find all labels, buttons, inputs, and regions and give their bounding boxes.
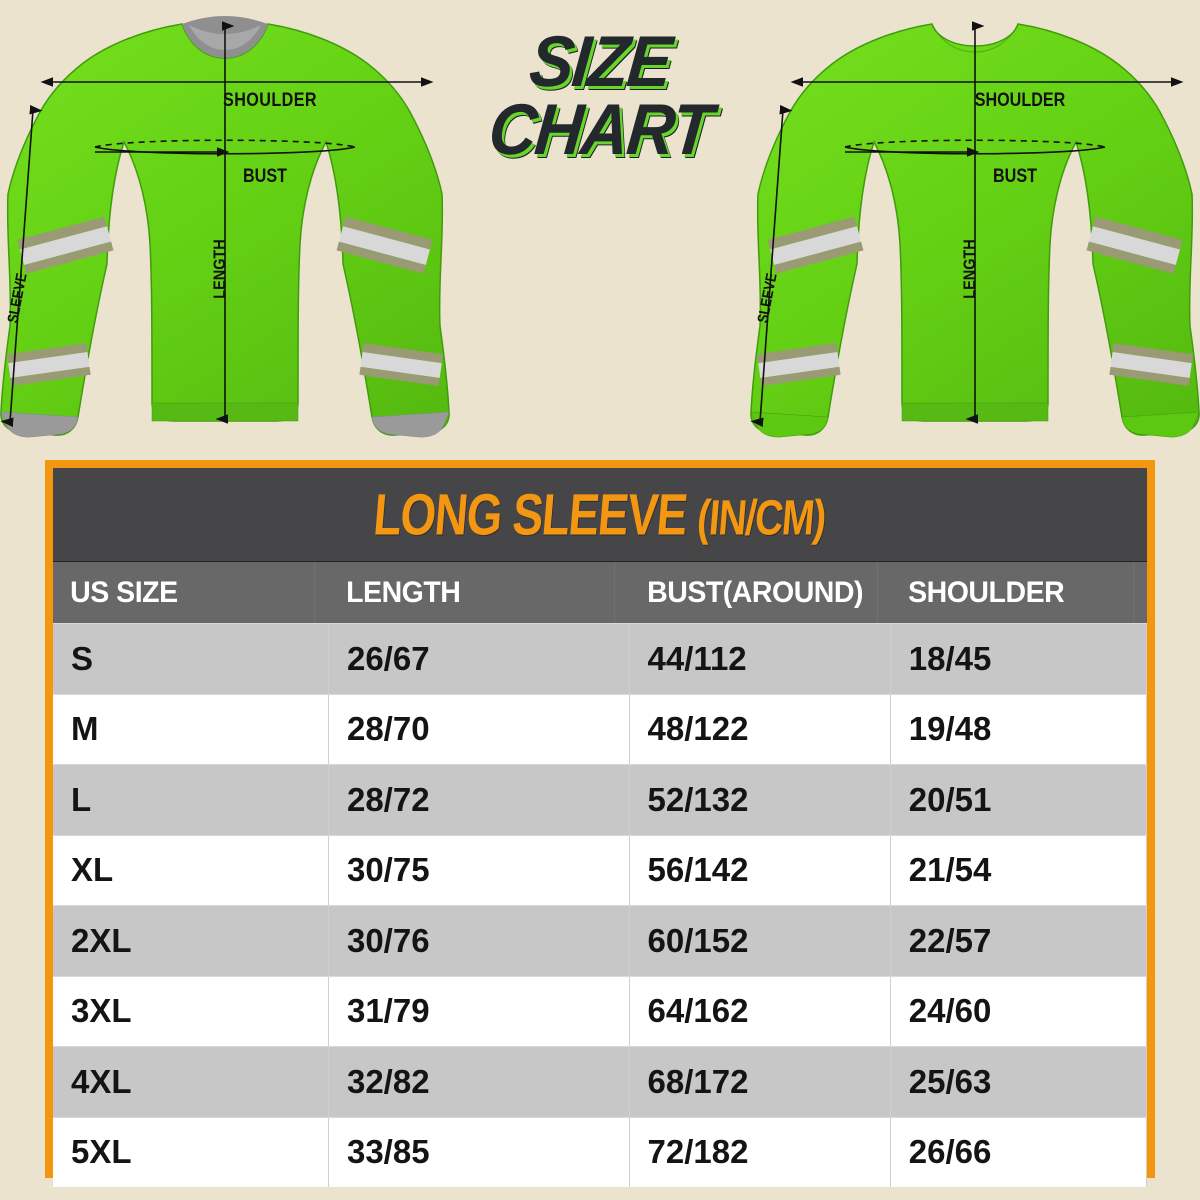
svg-text:LENGTH: LENGTH bbox=[961, 239, 979, 298]
svg-text:BUST: BUST bbox=[243, 165, 287, 187]
svg-text:SHOULDER: SHOULDER bbox=[223, 89, 317, 111]
svg-text:SHOULDER: SHOULDER bbox=[975, 89, 1066, 111]
svg-text:LENGTH: LENGTH bbox=[211, 239, 229, 298]
svg-text:BUST: BUST bbox=[993, 165, 1037, 187]
